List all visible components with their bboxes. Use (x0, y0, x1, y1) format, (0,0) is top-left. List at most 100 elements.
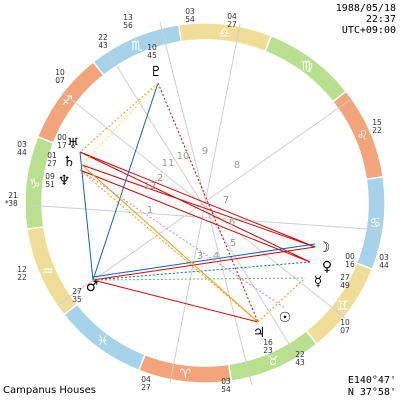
cusp-degree: 10 (55, 68, 65, 77)
cusp-minute: 38 (8, 199, 18, 208)
cusp-degree: 22 (98, 33, 108, 42)
longitude: E140°47' (348, 375, 396, 386)
house-system: Campanus Houses (3, 385, 96, 396)
sign-glyph: ♌ (357, 128, 369, 143)
planet-glyph: ♀ (322, 259, 332, 275)
aspect-line (79, 169, 311, 263)
sign-glyph: ♏ (131, 39, 143, 54)
cusp-degree: 15 (372, 118, 382, 127)
aspect-line (92, 279, 259, 323)
cusp-minute: 16 (345, 260, 355, 269)
cusp-minute: 27 (47, 159, 57, 168)
house-number: 7 (223, 195, 229, 206)
house-number: 2 (157, 173, 163, 184)
sign-glyph: ♑ (29, 177, 41, 192)
sign-glyph: ♐ (61, 94, 73, 109)
planet-glyph: ♄ (63, 154, 76, 170)
house-number: 8 (234, 160, 240, 171)
cusp-degree: 01 (47, 151, 57, 160)
sign-glyph: ♍ (301, 59, 313, 74)
aspect-line (92, 82, 159, 281)
date: 1988/05/18 (336, 3, 396, 14)
aspect-line (79, 151, 94, 281)
planet-glyph: ☿ (314, 274, 323, 290)
sign-glyph: ♋ (370, 216, 382, 231)
house-number: 9 (202, 146, 208, 157)
cusp-minute: 54 (221, 385, 231, 394)
cusp-minute: 27 (227, 20, 237, 29)
sign-glyph: ♉ (267, 354, 279, 369)
house-number: 10 (177, 151, 190, 162)
cusp-line (159, 21, 253, 386)
cusp-degree: 12 (17, 265, 27, 274)
cusp-minute: 54 (185, 15, 195, 24)
aspect-line (92, 277, 306, 281)
aspect-line (79, 169, 286, 309)
cusp-degree: 13 (123, 13, 133, 22)
aspect-line (79, 151, 311, 263)
cusp-degree: 03 (379, 253, 389, 262)
cusp-degree: 04 (141, 375, 151, 384)
aspect-line (79, 151, 316, 248)
cusp-minute: 51 (45, 180, 55, 189)
cusp-minute: 07 (55, 76, 65, 85)
sign-glyph: ♓ (97, 334, 109, 349)
cusp-minute: 27 (141, 383, 151, 392)
aspect-line (81, 164, 316, 248)
time: 22:37 (366, 14, 396, 25)
cusp-degree: 00 (345, 252, 355, 261)
aspect-line (79, 82, 159, 153)
planet-glyph: ♂ (86, 279, 99, 295)
sign-segment (62, 303, 146, 372)
cusp-degree: 27 (72, 287, 82, 296)
aspect-line (257, 277, 306, 323)
cusp-line (169, 23, 241, 384)
cusp-degree: 10 (147, 43, 157, 52)
planet-glyph: ☉ (279, 310, 292, 326)
sign-glyph: ♈ (179, 367, 191, 382)
planet-glyph: ♅ (67, 136, 80, 152)
latitude: N 37°58' (348, 387, 396, 398)
house-number: 3 (197, 251, 203, 262)
cusp-line (27, 204, 383, 231)
cusp-minute: 17 (57, 141, 67, 150)
planet-glyph: ☽ (318, 240, 331, 256)
asc-marker: * (5, 199, 9, 208)
house-number: 1 (147, 205, 153, 216)
zodiac-ring: ♈ ♉ ♊ ♋ ♌ ♍ ♎ ♏ ♐ ♑ ♒ ♓ (24, 22, 386, 384)
aspect-line (157, 82, 259, 323)
house-number: 4 (213, 251, 219, 262)
cusp-minute: 23 (263, 346, 273, 355)
cusp-minute: 43 (98, 41, 108, 50)
house-number: 12 (144, 181, 157, 192)
cusp-degree: 27 (340, 273, 350, 282)
cusp-minute: 43 (295, 358, 305, 367)
cusp-degree: 09 (45, 172, 55, 181)
aspect-line (92, 246, 316, 281)
aspect-line (81, 82, 159, 166)
cusp-degree: 10 (340, 318, 350, 327)
cusp-degree: 22 (295, 350, 305, 359)
house-number: 5 (230, 238, 236, 249)
sign-glyph: ♊ (337, 299, 349, 314)
house-number: 11 (162, 158, 175, 169)
planet-glyph: ♆ (58, 173, 71, 189)
cusp-minute: 44 (17, 148, 27, 157)
cusp-degree: 03 (221, 377, 231, 386)
sign-glyph: ♒ (42, 265, 54, 280)
cusp-minute: 22 (17, 273, 27, 282)
cusp-degree: 00 (57, 133, 67, 142)
sign-glyph: ♎ (219, 26, 231, 41)
aspect-line (79, 169, 259, 323)
cusp-line (61, 91, 346, 319)
cusp-degree: 03 (17, 140, 27, 149)
aspect-line (92, 243, 316, 278)
planet-glyph: ♃ (253, 325, 266, 341)
timezone: UTC+09:00 (342, 25, 396, 36)
cusp-degree: 16 (263, 338, 273, 347)
planet-glyph: ♇ (150, 64, 163, 80)
cusp-minute: 07 (340, 326, 350, 335)
cusp-minute: 22 (372, 126, 382, 135)
cusp-minute: 49 (340, 281, 350, 290)
